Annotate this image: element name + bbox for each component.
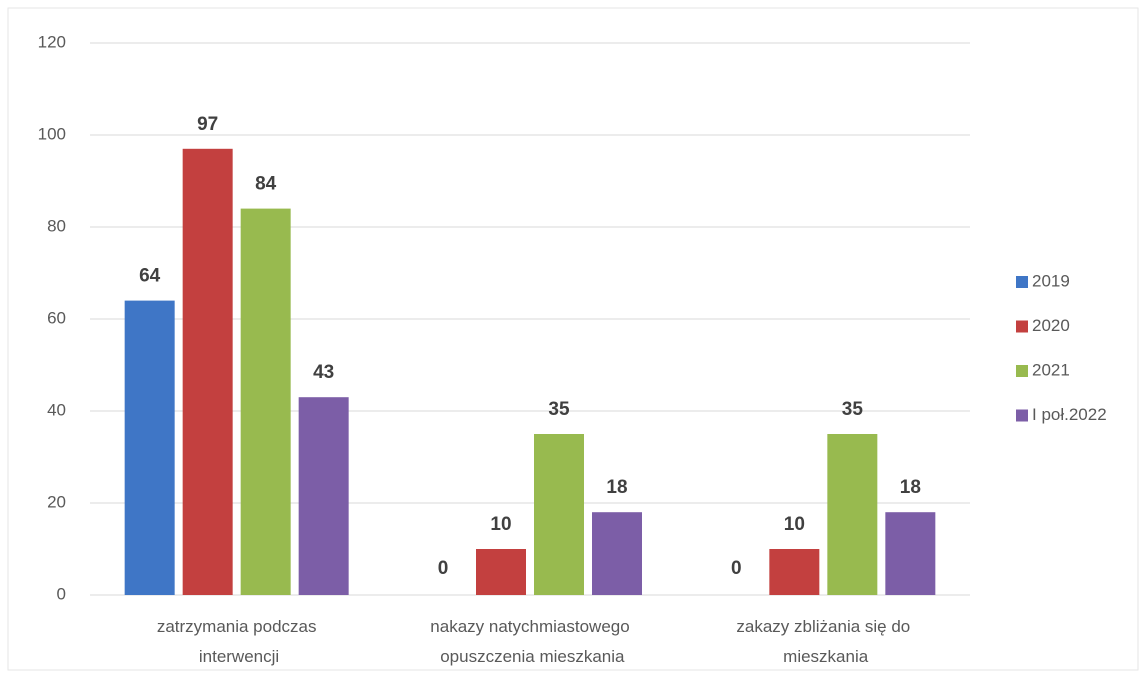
bar <box>124 300 175 595</box>
bar <box>298 397 349 595</box>
x-tick-label: zakazy zbliżania się do mieszkania <box>736 617 910 666</box>
data-label: 35 <box>548 399 570 420</box>
bar <box>769 549 820 595</box>
legend-swatch <box>1016 365 1028 377</box>
data-label: 10 <box>490 514 511 535</box>
bar <box>885 512 936 595</box>
data-label: 0 <box>731 558 742 579</box>
data-label: 84 <box>255 174 277 195</box>
data-label: 64 <box>139 266 161 287</box>
data-label: 10 <box>784 514 805 535</box>
legend-swatch <box>1016 276 1028 288</box>
bar <box>534 434 584 595</box>
y-tick-label: 40 <box>47 400 66 419</box>
legend-swatch <box>1016 409 1028 422</box>
legend-label: 2020 <box>1032 316 1070 335</box>
y-tick-label: 0 <box>57 584 66 603</box>
y-tick-label: 20 <box>47 492 66 511</box>
data-label: 97 <box>197 114 218 135</box>
legend-label: I poł.2022 <box>1032 405 1107 424</box>
legend-label: 2021 <box>1032 360 1070 379</box>
chart-border <box>7 7 1139 671</box>
legend-label: 2019 <box>1032 271 1070 290</box>
data-label: 0 <box>438 558 449 579</box>
bar <box>476 549 526 595</box>
data-label: 35 <box>842 399 864 420</box>
y-tick-label: 60 <box>47 308 66 327</box>
bar <box>592 512 642 595</box>
data-label: 43 <box>313 362 334 383</box>
y-tick-label: 100 <box>38 124 66 143</box>
bar <box>240 208 291 595</box>
bar <box>827 434 878 595</box>
x-tick-label: zatrzymania podczas interwencji <box>157 617 317 666</box>
y-tick-label: 120 <box>38 32 66 51</box>
data-label: 18 <box>900 477 921 498</box>
data-label: 18 <box>606 477 627 498</box>
bar <box>182 148 233 596</box>
y-tick-label: 80 <box>47 216 66 235</box>
x-tick-label: nakazy natychmiastowego opuszczenia mies… <box>430 617 629 666</box>
legend-swatch <box>1016 320 1028 333</box>
